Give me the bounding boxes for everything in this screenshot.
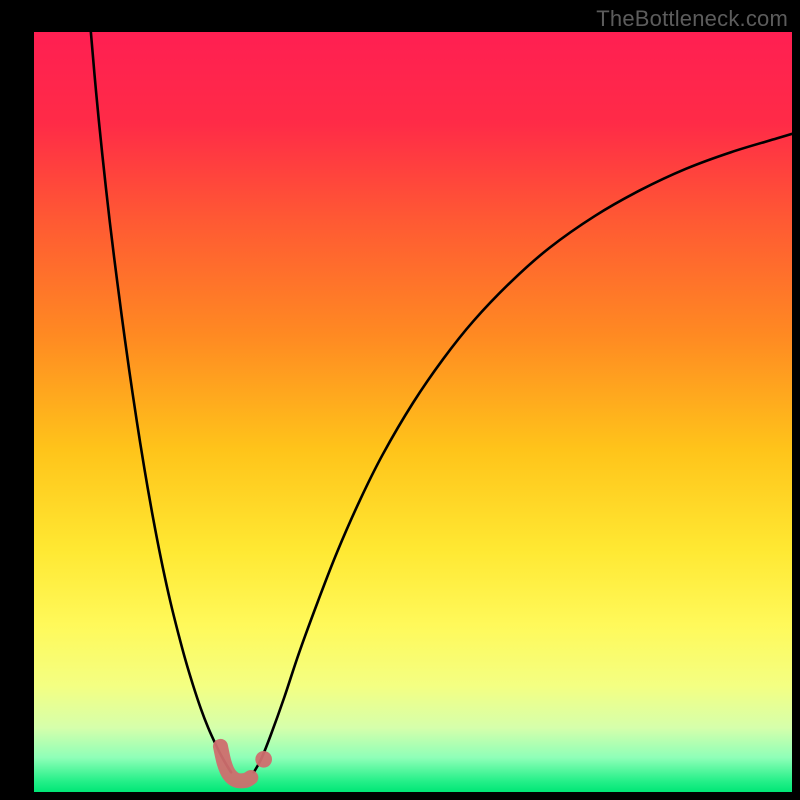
bottleneck-chart xyxy=(0,0,800,800)
chart-frame: TheBottleneck.com xyxy=(0,0,800,800)
watermark-text: TheBottleneck.com xyxy=(596,6,788,32)
plot-bg-gradient xyxy=(34,32,792,792)
marker-dot xyxy=(255,751,272,768)
